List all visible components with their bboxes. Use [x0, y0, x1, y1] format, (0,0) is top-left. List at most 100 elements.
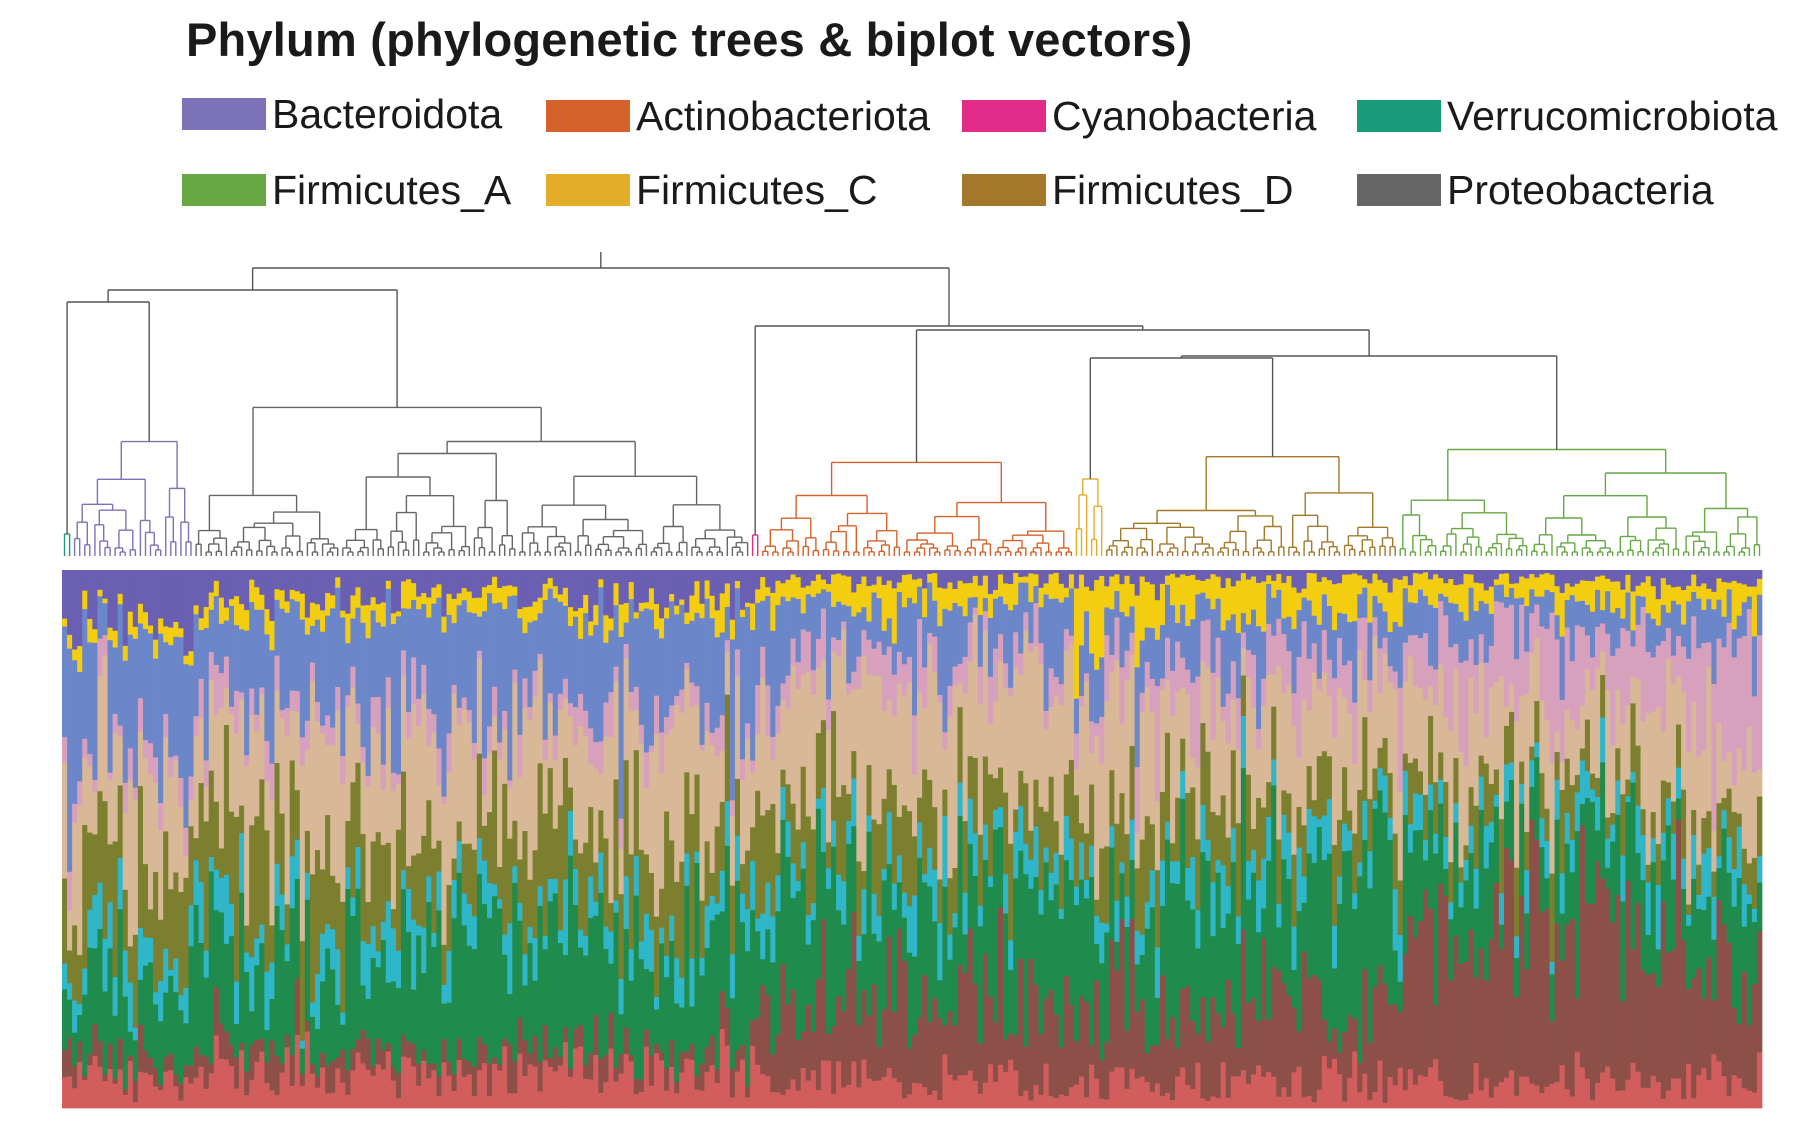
bar-segment	[1605, 570, 1611, 579]
bar-segment	[1382, 1102, 1388, 1109]
bar-segment	[1013, 570, 1019, 573]
bar-segment	[400, 581, 407, 609]
bar-segment	[1306, 808, 1313, 854]
bar-segment	[608, 902, 614, 932]
bar-segment	[1342, 1101, 1348, 1109]
bar-segment	[917, 822, 923, 858]
bar-segment	[1018, 1095, 1024, 1109]
bar-segment	[1589, 570, 1596, 582]
bar-segment	[451, 858, 457, 881]
legend-label: Bacteroidota	[272, 90, 503, 137]
bar-segment	[228, 570, 235, 600]
bar-segment	[269, 800, 275, 926]
bar-segment	[992, 1081, 999, 1109]
bar-segment	[714, 903, 721, 915]
bar-segment	[542, 1060, 549, 1109]
bar-segment	[1301, 698, 1307, 826]
bar-segment	[689, 1059, 695, 1109]
bar-segment	[1392, 1003, 1399, 1086]
bar-segment	[350, 1048, 356, 1071]
bar-segment	[583, 710, 589, 736]
bar-segment	[1175, 1047, 1181, 1077]
bar-segment	[385, 676, 392, 709]
bar-segment	[588, 635, 594, 729]
bar-segment	[891, 784, 898, 884]
bar-segment	[638, 724, 645, 744]
bar-segment	[831, 1025, 837, 1094]
bar-segment	[173, 872, 179, 959]
bar-segment	[1159, 689, 1166, 792]
bar-segment	[1286, 616, 1292, 652]
bar-segment	[1756, 634, 1763, 770]
bar-segment	[264, 1082, 270, 1109]
bar-segment	[664, 1090, 670, 1109]
bar-segment	[937, 922, 943, 981]
bar-segment	[765, 570, 771, 588]
bar-segment	[1569, 594, 1576, 662]
bar-segment	[1529, 786, 1535, 820]
bar-segment	[1372, 808, 1378, 987]
bar-segment	[1610, 1078, 1616, 1109]
bar-segment	[603, 570, 609, 616]
bar-segment	[497, 1064, 503, 1071]
bar-segment	[173, 1085, 179, 1109]
bar-segment	[1706, 588, 1712, 600]
bar-segment	[841, 1010, 847, 1088]
bar-segment	[1564, 627, 1571, 710]
bar-segment	[1296, 847, 1302, 912]
bar-segment	[745, 1097, 751, 1109]
bar-segment	[719, 632, 726, 716]
bar-segment	[947, 959, 953, 1012]
bar-segment	[325, 948, 331, 1066]
bar-segment	[750, 772, 756, 828]
bar-segment	[664, 1067, 670, 1091]
bar-segment	[1099, 1098, 1105, 1109]
bar-segment	[1473, 908, 1480, 978]
bar-segment	[1033, 570, 1039, 575]
bar-segment	[183, 987, 189, 1024]
bar-segment	[1003, 663, 1009, 689]
bar-segment	[1144, 1053, 1151, 1082]
bar-segment	[1655, 884, 1662, 950]
bar-segment	[1488, 570, 1495, 587]
bar-segment	[1048, 989, 1055, 1097]
bar-segment	[1519, 576, 1525, 598]
bar-segment	[679, 599, 685, 605]
bar-segment	[1296, 570, 1302, 593]
bar-segment	[684, 771, 690, 854]
bar-segment	[674, 704, 680, 882]
bar-segment	[1519, 803, 1525, 897]
bar-segment	[917, 578, 923, 587]
bar-segment	[1008, 609, 1014, 688]
bar-segment	[173, 760, 179, 873]
bar-segment	[1478, 583, 1485, 601]
bar-segment	[1337, 688, 1343, 820]
bar-segment	[183, 827, 189, 857]
bar-segment	[588, 917, 594, 1054]
bar-segment	[1468, 676, 1474, 788]
bar-segment	[1013, 831, 1019, 879]
bar-segment	[1387, 772, 1394, 818]
bar-segment	[1068, 588, 1075, 636]
bar-segment	[122, 1094, 129, 1109]
bar-segment	[547, 577, 554, 589]
legend-item-firmicutes-a: Firmicutes_A	[182, 167, 511, 213]
bar-segment	[1731, 657, 1738, 786]
bar-segment	[476, 616, 483, 651]
bar-segment	[426, 597, 432, 618]
bar-segment	[1008, 570, 1014, 584]
bar-segment	[790, 574, 796, 598]
bar-segment	[780, 786, 786, 820]
bar-segment	[1706, 957, 1712, 1080]
bar-segment	[1751, 1092, 1758, 1109]
bar-segment	[881, 868, 888, 881]
bar-segment	[1250, 576, 1257, 610]
bar-segment	[623, 622, 630, 644]
bar-segment	[1509, 570, 1515, 584]
bar-segment	[1068, 644, 1075, 760]
bar-segment	[254, 938, 260, 966]
bar-segment	[962, 656, 969, 694]
bar-segment	[836, 601, 842, 641]
bar-segment	[517, 570, 523, 610]
bar-segment	[228, 811, 235, 904]
